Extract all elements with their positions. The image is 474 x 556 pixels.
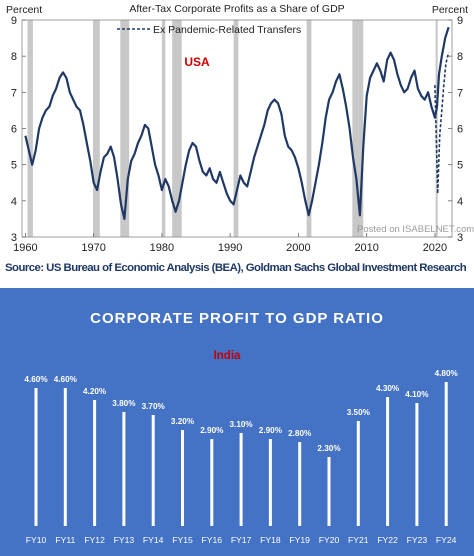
y-ticks-left: 3 4 5 6 7 8 9	[11, 15, 26, 244]
x-tick-label: FY10	[26, 535, 47, 545]
x-ticks: 1960 1970 1980 1990 2000 2010 2020	[13, 233, 447, 254]
bar-fy17	[239, 433, 243, 526]
y-tick-label: 8	[457, 51, 463, 63]
x-tick-labels: FY10 FY11 FY12 FY13 FY14 FY15 FY16 FY17 FY18 FY19…	[26, 535, 457, 545]
recession-band	[120, 20, 130, 237]
series-lines	[24, 26, 450, 220]
bar-fy14	[151, 415, 155, 526]
data-label: 4.30%	[376, 384, 400, 393]
x-tick-label: FY18	[260, 535, 281, 545]
x-tick-label: FY13	[114, 535, 135, 545]
data-label: 3.80%	[112, 399, 136, 408]
recession-band	[233, 20, 239, 237]
data-label: 2.30%	[317, 444, 341, 453]
x-tick-label: 2000	[286, 242, 310, 254]
data-label: 4.60%	[54, 375, 78, 384]
x-tick-label: 2010	[354, 242, 378, 254]
chart-title: After-Tax Corporate Profits as a Share o…	[129, 3, 344, 15]
x-tick-label: FY17	[231, 535, 252, 545]
recession-band	[161, 20, 166, 237]
x-tick-label: FY20	[319, 535, 340, 545]
bar-fy22	[386, 397, 390, 526]
india-chart-panel: CORPORATE PROFIT TO GDP RATIO India 4.60…	[0, 288, 474, 556]
y-axis-label-left: Percent	[6, 4, 42, 16]
y-tick-label: 3	[457, 232, 463, 244]
series-line-ex-pandemic-transfers	[434, 52, 450, 195]
y-tick-label: 3	[11, 232, 17, 244]
y-tick-label: 4	[457, 196, 463, 208]
data-label: 4.10%	[405, 390, 429, 399]
watermark: Posted on ISABELNET.com	[357, 224, 474, 235]
y-tick-label: 7	[11, 87, 17, 99]
data-label: 2.90%	[259, 426, 283, 435]
x-tick-label: FY12	[84, 535, 105, 545]
data-label: 4.60%	[24, 375, 48, 384]
y-tick-label: 7	[457, 87, 463, 99]
x-tick-label: FY15	[172, 535, 193, 545]
x-tick-label: 1990	[218, 242, 242, 254]
india-profit-chart: CORPORATE PROFIT TO GDP RATIO India 4.60…	[24, 310, 458, 545]
bar-fy19	[298, 442, 302, 526]
x-tick-label: FY16	[202, 535, 223, 545]
y-tick-label: 6	[11, 124, 17, 136]
bar-fy20	[327, 457, 331, 526]
x-tick-label: FY11	[55, 535, 75, 545]
data-label: 3.50%	[347, 408, 371, 417]
bar-fy11	[63, 388, 67, 526]
series-line-profits	[24, 26, 450, 220]
usa-label: USA	[184, 55, 210, 69]
y-ticks-right: 3 4 5 6 7 8 9	[448, 15, 463, 244]
data-labels: 4.60% 4.60% 4.20% 3.80% 3.70% 3.20% 2.90% 3.10%…	[24, 369, 458, 453]
y-tick-label: 8	[11, 51, 17, 63]
bar-fy12	[93, 400, 97, 526]
usa-profit-chart: 3 4 5 6 7 8 9 3 4 5 6 7 8 9 1960 1970 1980 1990 2000 2010…	[6, 3, 474, 254]
bar-fy16	[210, 439, 214, 526]
y-axis-label-right: Percent	[432, 4, 468, 16]
bar-fy18	[268, 439, 272, 526]
source-note: Source: US Bureau of Economic Analysis (…	[5, 262, 467, 274]
bar-fy24	[444, 382, 448, 526]
recession-band	[435, 20, 438, 237]
x-tick-label: 2020	[423, 242, 447, 254]
india-label: India	[214, 350, 241, 362]
recession-band	[306, 20, 312, 237]
y-tick-label: 5	[457, 160, 463, 172]
recession-band	[352, 20, 364, 237]
y-tick-label: 9	[457, 15, 463, 27]
data-label: 4.80%	[435, 369, 459, 378]
recession-band	[27, 20, 33, 237]
x-tick-label: FY14	[143, 535, 164, 545]
x-tick-label: 1980	[150, 242, 174, 254]
data-label: 3.10%	[229, 420, 253, 429]
data-label: 2.90%	[200, 426, 224, 435]
x-tick-label: FY22	[377, 535, 398, 545]
bar-fy10	[34, 388, 38, 526]
y-tick-label: 5	[11, 160, 17, 172]
bars	[34, 382, 448, 526]
y-tick-label: 9	[11, 15, 17, 27]
y-tick-label: 4	[11, 196, 17, 208]
x-tick-label: FY24	[436, 535, 457, 545]
bar-fy21	[356, 421, 360, 526]
data-label: 4.20%	[83, 387, 107, 396]
recession-band	[92, 20, 100, 237]
y-tick-label: 6	[457, 124, 463, 136]
chart-title: CORPORATE PROFIT TO GDP RATIO	[90, 310, 384, 327]
legend-label: Ex Pandemic-Related Transfers	[153, 24, 301, 36]
x-tick-label: FY21	[348, 535, 369, 545]
x-tick-label: FY19	[289, 535, 310, 545]
x-tick-label: 1960	[13, 242, 37, 254]
data-label: 3.70%	[142, 402, 166, 411]
bar-fy15	[181, 430, 184, 526]
recession-band	[172, 20, 182, 237]
data-label: 3.20%	[171, 417, 195, 426]
recession-bands	[27, 20, 438, 237]
usa-chart-panel: 3 4 5 6 7 8 9 3 4 5 6 7 8 9 1960 1970 1980 1990 2000 2010…	[0, 0, 474, 262]
x-tick-label: FY23	[407, 535, 428, 545]
x-tick-label: 1970	[81, 242, 105, 254]
bar-fy13	[122, 412, 126, 526]
bar-fy23	[415, 403, 419, 526]
data-label: 2.80%	[288, 429, 312, 438]
